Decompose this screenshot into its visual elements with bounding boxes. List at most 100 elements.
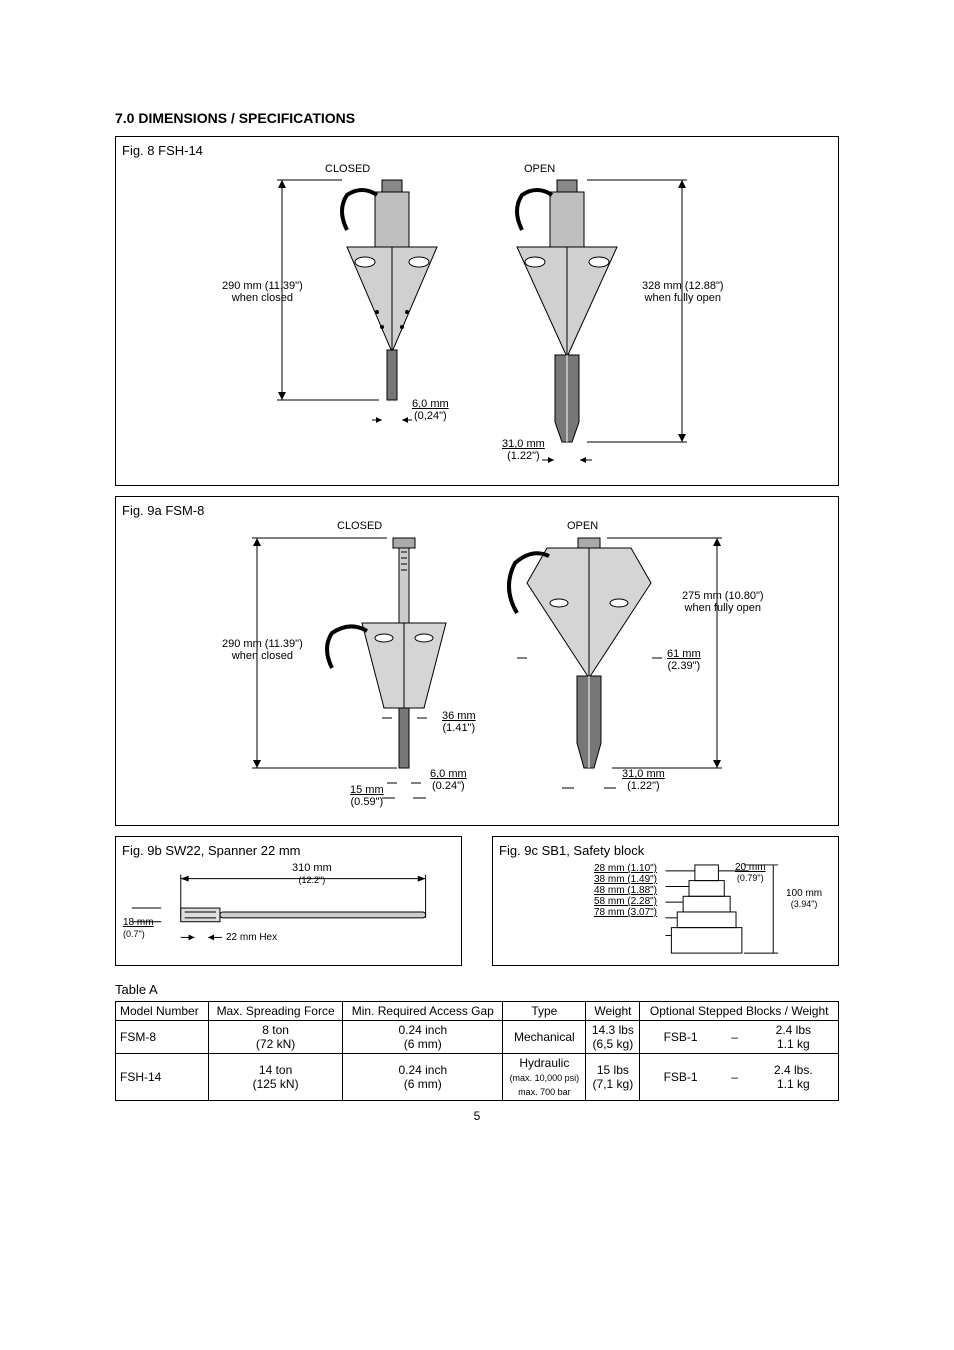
dimsub: (12.2") <box>299 875 326 885</box>
dimsub: (2.39") <box>667 660 700 672</box>
cell-opt-dash: – <box>721 1021 749 1054</box>
table-title: Table A <box>115 982 839 997</box>
th-model: Model Number <box>116 1002 209 1021</box>
cell-model: FSH-14 <box>116 1054 209 1101</box>
dimval: 18 mm <box>123 917 154 928</box>
cell-opt-dash: – <box>721 1054 749 1101</box>
fig9a-box: Fig. 9a FSM-8 <box>115 496 839 826</box>
dimval: 38 mm (1.49") <box>594 874 657 885</box>
dimsub: when closed <box>232 650 293 662</box>
dimsub: (0.7") <box>123 929 145 939</box>
fig9a-tip: 6,0 mm (0.24") <box>430 768 467 792</box>
fig8-h-closed: 290 mm (11.39") when closed <box>222 280 303 304</box>
table-row: FSM-88 ton(72 kN)0.24 inch(6 mm)Mechanic… <box>116 1021 839 1054</box>
dimsub: (1.41") <box>442 722 475 734</box>
fig8-h-open: 328 mm (12.88") when fully open <box>642 280 724 304</box>
fig8-svg <box>122 160 832 480</box>
fig9a-svg <box>122 520 832 820</box>
th-weight: Weight <box>586 1002 640 1021</box>
table-header-row: Model Number Max. Spreading Force Min. R… <box>116 1002 839 1021</box>
fig9c-w: 20 mm (0.79") <box>735 862 766 884</box>
dimval: 275 mm (10.80") <box>682 590 764 602</box>
fig9a-open-label: OPEN <box>567 520 598 532</box>
fig9b-hex: 22 mm Hex <box>226 932 277 943</box>
fig9a-mid-open: 61 mm (2.39") <box>667 648 701 672</box>
fig9b-len: 310 mm (12.2") <box>292 862 332 886</box>
fig8-tip: 6,0 mm (0,24") <box>412 398 449 422</box>
cell-gap: 0.24 inch(6 mm) <box>343 1054 503 1101</box>
cell-model: FSM-8 <box>116 1021 209 1054</box>
fig9c-label: Fig. 9c SB1, Safety block <box>499 843 832 858</box>
dimval: 31,0 mm <box>502 438 545 450</box>
dimval: 61 mm <box>667 648 701 660</box>
cell-opt-model: FSB-1 <box>640 1021 721 1054</box>
cell-force: 14 ton(125 kN) <box>208 1054 343 1101</box>
fig9b-svg <box>122 860 455 960</box>
dimval: 6,0 mm <box>412 398 449 410</box>
th-type: Type <box>503 1002 586 1021</box>
dimval: 6,0 mm <box>430 768 467 780</box>
spec-table: Model Number Max. Spreading Force Min. R… <box>115 1001 839 1101</box>
cell-opt-model: FSB-1 <box>640 1054 721 1101</box>
cell-type: Hydraulic(max. 10,000 psi)max. 700 bar <box>503 1054 586 1101</box>
fig9b-label: Fig. 9b SW22, Spanner 22 mm <box>122 843 455 858</box>
dimval: 78 mm (3.07") <box>594 907 657 918</box>
cell-gap: 0.24 inch(6 mm) <box>343 1021 503 1054</box>
dimval: 58 mm (2.28") <box>594 896 657 907</box>
dimval: 48 mm (1.88") <box>594 885 657 896</box>
cell-weight: 14.3 lbs(6,5 kg) <box>586 1021 640 1054</box>
fig9a-label: Fig. 9a FSM-8 <box>122 503 832 518</box>
dimsub: (0.79") <box>737 873 764 883</box>
fig9a-closed-label: CLOSED <box>337 520 382 532</box>
th-optional: Optional Stepped Blocks / Weight <box>640 1002 839 1021</box>
fig9c-diagram: 28 mm (1.10") 38 mm (1.49") 48 mm (1.88"… <box>499 860 832 960</box>
row-9bc: Fig. 9b SW22, Spanner 22 mm <box>115 836 839 976</box>
cell-weight: 15 lbs(7,1 kg) <box>586 1054 640 1101</box>
fig9b-head: 18 mm (0.7") <box>123 916 154 940</box>
dimval: 290 mm (11.39") <box>222 638 303 650</box>
dimval: 15 mm <box>350 784 384 796</box>
th-gap: Min. Required Access Gap <box>343 1002 503 1021</box>
table-row: FSH-1414 ton(125 kN)0.24 inch(6 mm)Hydra… <box>116 1054 839 1101</box>
fig8-box: Fig. 8 FSH-14 <box>115 136 839 486</box>
fig8-closed-label: CLOSED <box>325 163 370 175</box>
fig9a-spread: 31,0 mm (1.22") <box>622 768 665 792</box>
page: 7.0 DIMENSIONS / SPECIFICATIONS Fig. 8 F… <box>0 0 954 1163</box>
dimsub: (0,24") <box>414 410 447 422</box>
page-number: 5 <box>115 1109 839 1123</box>
dimsub: when fully open <box>685 602 761 614</box>
fig9c-h: 100 mm (3.94") <box>786 888 822 910</box>
cell-opt-weight: 2.4 lbs1.1 kg <box>749 1021 839 1054</box>
dimsub: when closed <box>232 292 293 304</box>
fig9a-h-open: 275 mm (10.80") when fully open <box>682 590 764 614</box>
dimsub: when fully open <box>645 292 721 304</box>
fig9a-stem: 15 mm (0.59") <box>350 784 384 808</box>
dimsub: (1.22") <box>507 450 540 462</box>
dimsub: (0.59") <box>350 796 383 808</box>
dimval: 310 mm <box>292 862 332 874</box>
dimval: 28 mm (1.10") <box>594 863 657 874</box>
fig9c-svg <box>499 860 832 960</box>
fig8-spread: 31,0 mm (1.22") <box>502 438 545 462</box>
section-title: 7.0 DIMENSIONS / SPECIFICATIONS <box>115 110 839 126</box>
cell-force: 8 ton(72 kN) <box>208 1021 343 1054</box>
fig8-open-label: OPEN <box>524 163 555 175</box>
fig9c-steps: 28 mm (1.10") 38 mm (1.49") 48 mm (1.88"… <box>594 863 657 918</box>
fig9a-h-closed: 290 mm (11.39") when closed <box>222 638 303 662</box>
th-force: Max. Spreading Force <box>208 1002 343 1021</box>
fig9c-box: Fig. 9c SB1, Safety block <box>492 836 839 966</box>
fig9b-diagram: 310 mm (12.2") 18 mm (0.7") 22 mm Hex <box>122 860 455 960</box>
dimval: 100 mm <box>786 888 822 899</box>
fig8-label: Fig. 8 FSH-14 <box>122 143 832 158</box>
cell-opt-weight: 2.4 lbs.1.1 kg <box>749 1054 839 1101</box>
dimval: 36 mm <box>442 710 476 722</box>
dimsub: (3.94") <box>791 899 818 909</box>
fig9a-diagram: CLOSED OPEN 290 mm (11.39") when closed … <box>122 520 832 820</box>
dimval: 31,0 mm <box>622 768 665 780</box>
fig9a-mid-closed: 36 mm (1.41") <box>442 710 476 734</box>
fig9b-box: Fig. 9b SW22, Spanner 22 mm <box>115 836 462 966</box>
fig8-diagram: CLOSED OPEN 290 mm (11.39") when closed … <box>122 160 832 480</box>
dimsub: (0.24") <box>432 780 465 792</box>
dimsub: (1.22") <box>627 780 660 792</box>
dimval: 290 mm (11.39") <box>222 280 303 292</box>
